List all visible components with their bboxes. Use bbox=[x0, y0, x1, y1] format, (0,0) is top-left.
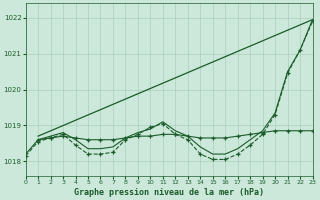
X-axis label: Graphe pression niveau de la mer (hPa): Graphe pression niveau de la mer (hPa) bbox=[74, 188, 264, 197]
